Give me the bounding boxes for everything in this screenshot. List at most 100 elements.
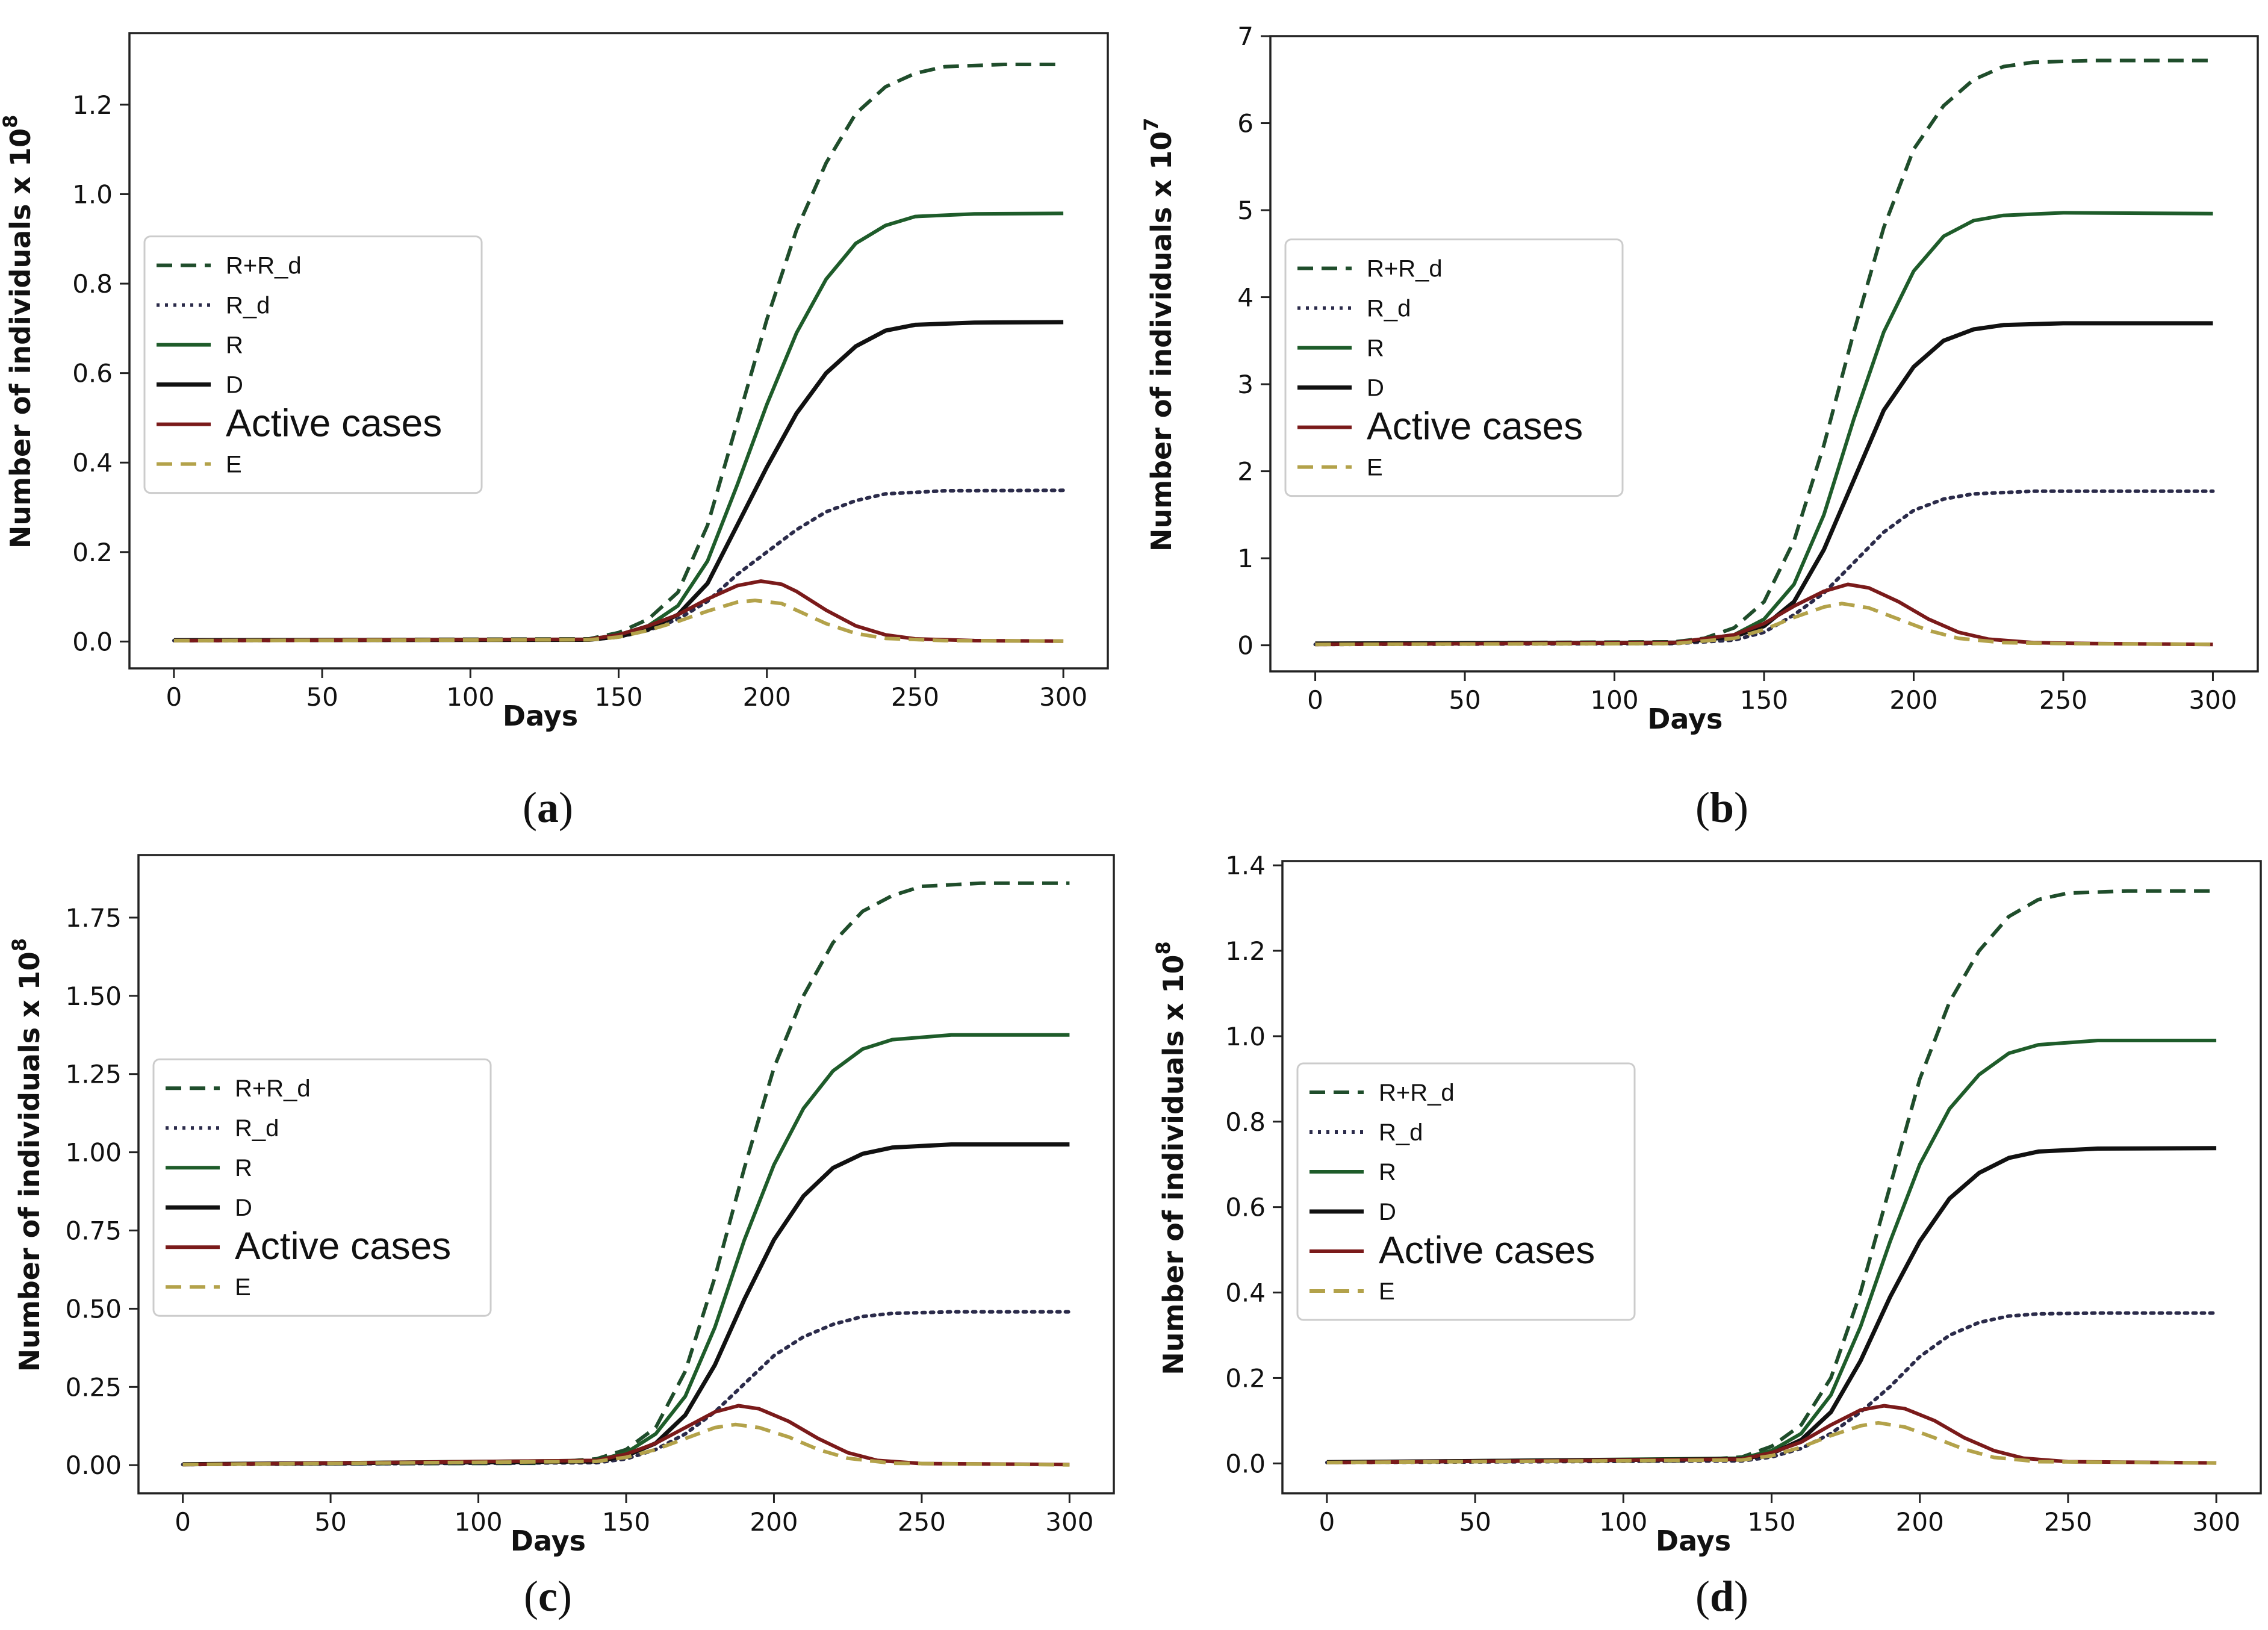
panel-caption-d-letter: d bbox=[1709, 1572, 1735, 1620]
y-axis-label: Number of individuals x 108 bbox=[8, 938, 46, 1372]
y-tick-label: 5 bbox=[1237, 196, 1254, 225]
legend-label: R bbox=[1367, 335, 1384, 362]
x-tick-label: 200 bbox=[1889, 685, 1937, 715]
legend-box bbox=[143, 235, 483, 494]
panel-caption-c-letter: c bbox=[538, 1572, 558, 1620]
x-tick-label: 150 bbox=[594, 682, 642, 712]
y-tick-label: 0 bbox=[1237, 631, 1254, 661]
y-tick-label: 1.4 bbox=[1225, 851, 1266, 880]
y-axis-label-text: Number of individuals bbox=[1157, 1021, 1190, 1375]
y-axis-scale-exponent: 8 bbox=[0, 115, 22, 128]
series-line-r-r-d bbox=[1326, 889, 2217, 1464]
x-axis-label: Days bbox=[503, 700, 578, 732]
legend-label: R_d bbox=[235, 1115, 279, 1142]
y-tick-label: 0.8 bbox=[1225, 1107, 1266, 1137]
y-tick-label: 1.2 bbox=[72, 90, 113, 120]
panel-caption-b-letter: b bbox=[1709, 783, 1735, 832]
y-tick-label: 1.25 bbox=[65, 1060, 122, 1089]
legend-label: R+R_d bbox=[1367, 256, 1443, 282]
y-tick-label: 0.8 bbox=[72, 269, 113, 299]
y-tick-label: 0.0 bbox=[72, 627, 113, 656]
y-axis-scale-base: x 10 bbox=[1145, 131, 1178, 198]
x-tick-label: 0 bbox=[1319, 1507, 1335, 1537]
y-tick-label: 1.2 bbox=[1225, 936, 1266, 966]
y-tick-label: 4 bbox=[1237, 283, 1254, 313]
x-tick-label: 50 bbox=[306, 682, 338, 712]
chart-panel-d: 0 50 100 150 200 250 300 0.0 0.2 0.4 0.6 0.8 1.0 1.2 1… bbox=[1152, 851, 2262, 1557]
x-tick-label: 100 bbox=[454, 1507, 502, 1537]
series-line-e bbox=[182, 1422, 1070, 1467]
x-tick-label: 250 bbox=[898, 1507, 946, 1537]
y-tick-label: 3 bbox=[1237, 370, 1254, 399]
y-tick-label: 0.25 bbox=[65, 1372, 122, 1402]
x-tick-label: 250 bbox=[2044, 1507, 2092, 1537]
y-tick-label: 1.75 bbox=[65, 903, 122, 933]
legend-label: Active cases bbox=[226, 402, 442, 445]
legend-label: R bbox=[226, 332, 243, 359]
legend-label: Active cases bbox=[235, 1224, 451, 1268]
panel-caption-c: (c) bbox=[524, 1572, 572, 1620]
chart-panel-b: 0 50 100 150 200 250 300 0 1 2 3 4 5 6 7 Days Number of … bbox=[1140, 22, 2259, 735]
x-tick-label: 50 bbox=[1459, 1507, 1491, 1537]
y-tick-label: 0.00 bbox=[65, 1451, 122, 1480]
series-line-e bbox=[173, 599, 1064, 643]
series-line-active-cases bbox=[1326, 1404, 2217, 1465]
x-tick-label: 50 bbox=[1449, 685, 1480, 715]
y-tick-label: 7 bbox=[1237, 22, 1254, 51]
y-tick-label: 1.50 bbox=[65, 981, 122, 1011]
y-axis-scale-base: x 10 bbox=[1157, 955, 1190, 1021]
series-line-active-cases bbox=[182, 1404, 1070, 1467]
legend-label: R_d bbox=[1379, 1119, 1423, 1146]
y-axis-label-text: Number of individuals bbox=[13, 1018, 46, 1372]
legend: R+R_d R_d RD Active cases E bbox=[152, 1058, 492, 1317]
x-tick-label: 250 bbox=[891, 682, 939, 712]
y-tick-label: 0.6 bbox=[72, 359, 113, 388]
chart-panel-a: 0 50 100 150 200 250 300 0.0 0.2 0.4 0.6 0.8 1.0 1.2 D… bbox=[0, 32, 1109, 732]
legend-box bbox=[1284, 238, 1624, 497]
x-tick-label: 100 bbox=[446, 682, 494, 712]
x-tick-label: 150 bbox=[1740, 685, 1788, 715]
series-line-r bbox=[1326, 1039, 2217, 1464]
x-tick-label: 300 bbox=[2189, 685, 2237, 715]
y-tick-label: 0.2 bbox=[72, 538, 113, 567]
x-tick-label: 200 bbox=[750, 1507, 798, 1537]
y-tick-label: 1 bbox=[1237, 544, 1254, 573]
legend-label: Active cases bbox=[1379, 1228, 1595, 1272]
x-tick-label: 0 bbox=[166, 682, 182, 712]
y-tick-label: 0.2 bbox=[1225, 1363, 1266, 1393]
x-axis-label: Days bbox=[1647, 703, 1723, 735]
x-axis-label: Days bbox=[511, 1525, 586, 1557]
x-tick-label: 300 bbox=[1039, 682, 1087, 712]
y-tick-label: 1.0 bbox=[72, 179, 113, 209]
y-tick-label: 1.0 bbox=[1225, 1022, 1266, 1051]
y-axis-label-text: Number of individuals bbox=[1145, 198, 1178, 552]
y-tick-label: 0.4 bbox=[1225, 1278, 1266, 1308]
y-tick-label: 0.75 bbox=[65, 1216, 122, 1246]
x-tick-label: 50 bbox=[314, 1507, 346, 1537]
series-line-e bbox=[1326, 1420, 2217, 1465]
x-tick-label: 100 bbox=[1590, 685, 1638, 715]
series-line-active-cases bbox=[1315, 582, 2213, 647]
legend-label: D bbox=[1367, 375, 1384, 402]
legend-label: R+R_d bbox=[1379, 1080, 1455, 1106]
legend: R+R_d R_d RD Active cases E bbox=[143, 235, 483, 494]
x-tick-label: 300 bbox=[2192, 1507, 2240, 1537]
y-axis-scale-base: x 10 bbox=[4, 128, 37, 194]
legend-label: E bbox=[226, 452, 242, 478]
panel-caption-a: (a) bbox=[523, 783, 573, 832]
panel-caption-a-letter: a bbox=[537, 783, 559, 832]
legend-label: D bbox=[1379, 1199, 1396, 1225]
legend-label: D bbox=[235, 1195, 252, 1221]
x-tick-label: 100 bbox=[1599, 1507, 1647, 1537]
y-axis-scale-base: x 10 bbox=[13, 951, 46, 1018]
legend-label: Active cases bbox=[1367, 405, 1583, 448]
legend: R+R_d R_d RD Active cases E bbox=[1296, 1062, 1636, 1321]
x-tick-label: 150 bbox=[1747, 1507, 1795, 1537]
legend-label: R+R_d bbox=[235, 1075, 311, 1102]
legend-label: R_d bbox=[1367, 296, 1411, 322]
legend: R+R_d R_d RD Active cases E bbox=[1284, 238, 1624, 497]
panel-caption-d: (d) bbox=[1695, 1572, 1749, 1620]
x-tick-label: 200 bbox=[743, 682, 791, 712]
y-tick-label: 1.00 bbox=[65, 1138, 122, 1168]
